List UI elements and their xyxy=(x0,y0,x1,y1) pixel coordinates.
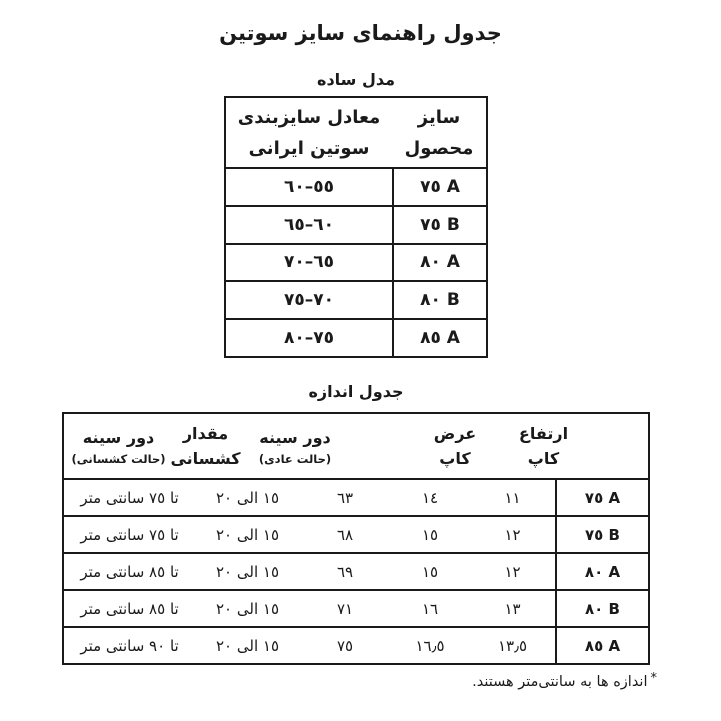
simple-table-label: مدل ساده xyxy=(317,70,395,89)
cell-cup-width: ١٥ xyxy=(421,525,439,544)
simple-table-header: سایز محصول معادل سایزبندی سوتین ایرانی xyxy=(226,98,486,167)
header-text: عرض کاپ xyxy=(434,421,476,471)
page-title: جدول راهنمای سایز سوتین xyxy=(219,21,502,45)
header-line: کاپ xyxy=(439,449,471,468)
header-line: محصول xyxy=(404,137,474,159)
cell-elasticity: ١٥ الی ٢٠ xyxy=(215,488,280,507)
cell-cup-width: ١٥ xyxy=(421,562,439,581)
table-row: ٨٠ B ٧٠–٧٥ xyxy=(226,280,486,319)
header-text: مقدار کشسانی xyxy=(170,421,240,471)
column-header-cup-width: عرض کاپ xyxy=(390,414,476,478)
column-header-product-size: سایز محصول xyxy=(392,98,486,167)
cell-elasticity: ١٥ الی ٢٠ xyxy=(215,525,280,544)
cell-elasticity: ١٥ الی ٢٠ xyxy=(215,562,280,581)
cell-size: ٧٥ A xyxy=(555,480,648,515)
table-row: ٨٥ A ٧٥–٨٠ xyxy=(226,318,486,356)
cell-elasticity: ١٥ الی ٢٠ xyxy=(215,599,280,618)
header-line: سایز xyxy=(417,106,461,128)
table-row: ٧٥ B ١٢ ١٥ ٦٨ ١٥ الی ٢٠ تا ٧٥ سانتی متر xyxy=(64,515,648,552)
table-row: ٨٠ B ١٣ ١٦ ٧١ ١٥ الی ٢٠ تا ٨٥ سانتی متر xyxy=(64,589,648,626)
cell-size: ٧٥ B xyxy=(555,517,648,552)
column-header-chest-normal: دور سینه (حالت عادی) xyxy=(259,414,390,478)
cell-product-size: ٧٥ B xyxy=(392,206,486,243)
header-line: مقدار xyxy=(182,424,229,443)
cell-cup-width: ١٦ xyxy=(421,599,439,618)
cell-chest-stretched: تا ٨٥ سانتی متر xyxy=(80,562,179,581)
cell-chest-normal: ٧١ xyxy=(336,599,354,618)
footnote-text: اندازه ها به سانتی‌متر هستند. xyxy=(472,674,648,690)
header-line: دور سینه xyxy=(259,427,331,447)
column-header-cup-height: ارتفاع کاپ xyxy=(470,414,568,478)
header-text: ارتفاع کاپ xyxy=(519,421,568,471)
cell-chest-stretched: تا ٨٥ سانتی متر xyxy=(80,599,179,618)
header-line: کشسانی xyxy=(170,449,241,468)
header-line: سوتین ایرانی xyxy=(248,137,370,159)
measure-table: ارتفاع کاپ عرض کاپ دور سینه (حالت عادی) … xyxy=(62,412,650,665)
cell-product-size: ٨٠ B xyxy=(392,282,486,319)
cell-cup-height: ١٢ xyxy=(504,562,521,581)
cell-equivalent-range: ٦٠–٦٥ xyxy=(283,214,335,235)
cell-cup-width: ١٦٫٥ xyxy=(415,636,445,655)
measure-table-label: جدول اندازه xyxy=(308,382,404,401)
cell-cup-height: ١١ xyxy=(504,488,521,507)
header-text: دور سینه (حالت کشسانی) xyxy=(72,425,166,468)
column-header-elasticity: مقدار کشسانی xyxy=(170,414,300,478)
header-text: دور سینه (حالت عادی) xyxy=(259,425,331,468)
cell-cup-height: ١٣ xyxy=(504,599,521,618)
cell-chest-stretched: تا ٧٥ سانتی متر xyxy=(80,488,179,507)
cell-equivalent-range: ٦٥–٧٠ xyxy=(283,252,335,273)
cell-chest-stretched: تا ٩٠ سانتی متر xyxy=(80,636,179,655)
table-row: ٧٥ A ١١ ١٤ ٦٣ ١٥ الی ٢٠ تا ٧٥ سانتی متر xyxy=(64,478,648,515)
footnote: *اندازه ها به سانتی‌متر هستند. xyxy=(472,671,658,690)
column-header-size-empty xyxy=(555,414,648,478)
header-line: عرض xyxy=(433,424,477,443)
cell-size: ٨٥ A xyxy=(555,628,648,663)
header-line: ارتفاع xyxy=(518,424,569,443)
header-line: کاپ xyxy=(527,449,560,468)
header-subline: (حالت عادی) xyxy=(258,451,332,466)
header-subline: (حالت کشسانی) xyxy=(71,451,166,466)
cell-cup-height: ١٢ xyxy=(504,525,521,544)
cell-size: ٨٠ A xyxy=(555,554,648,589)
asterisk-marker: * xyxy=(650,671,658,686)
column-header-iranian-equivalent: معادل سایزبندی سوتین ایرانی xyxy=(226,98,392,167)
table-row: ٧٥ B ٦٠–٦٥ xyxy=(226,204,486,243)
cell-size: ٨٠ B xyxy=(555,591,648,626)
table-row: ٨٥ A ١٣٫٥ ١٦٫٥ ٧٥ ١٥ الی ٢٠ تا ٩٠ سانتی … xyxy=(64,626,648,663)
table-row: ٨٠ A ٦٥–٧٠ xyxy=(226,242,486,281)
cell-equivalent-range: ٥٥–٦٠ xyxy=(283,176,335,197)
measure-table-header: ارتفاع کاپ عرض کاپ دور سینه (حالت عادی) … xyxy=(64,414,648,478)
cell-cup-width: ١٤ xyxy=(421,488,439,507)
cell-product-size: ٧٥ A xyxy=(392,169,486,205)
header-line: دور سینه xyxy=(82,427,155,447)
table-row: ٧٥ A ٥٥–٦٠ xyxy=(226,167,486,205)
cell-chest-stretched: تا ٧٥ سانتی متر xyxy=(80,525,179,544)
cell-chest-normal: ٦٩ xyxy=(336,562,354,581)
cell-equivalent-range: ٧٠–٧٥ xyxy=(283,290,335,311)
cell-chest-normal: ٦٨ xyxy=(336,525,354,544)
header-line: معادل سایزبندی xyxy=(237,106,381,128)
cell-elasticity: ١٥ الی ٢٠ xyxy=(215,636,280,655)
cell-chest-normal: ٦٣ xyxy=(336,488,354,507)
table-row: ٨٠ A ١٢ ١٥ ٦٩ ١٥ الی ٢٠ تا ٨٥ سانتی متر xyxy=(64,552,648,589)
cell-equivalent-range: ٧٥–٨٠ xyxy=(283,328,335,349)
cell-product-size: ٨٠ A xyxy=(392,244,486,281)
cell-chest-normal: ٧٥ xyxy=(336,636,354,655)
cell-cup-height: ١٣٫٥ xyxy=(497,636,528,655)
column-header-chest-stretched: دور سینه (حالت کشسانی) xyxy=(64,414,195,478)
simple-table: سایز محصول معادل سایزبندی سوتین ایرانی ٧… xyxy=(224,96,488,358)
cell-product-size: ٨٥ A xyxy=(392,320,486,356)
